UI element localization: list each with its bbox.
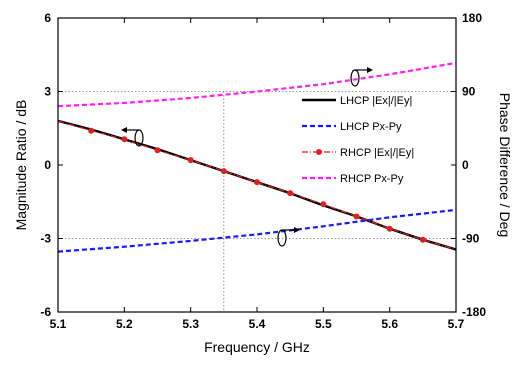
magnitude-axis-indicator	[121, 127, 144, 147]
arrow-head-icon	[294, 227, 300, 233]
legend-label: RHCP Px-Py	[340, 173, 404, 185]
x-tick-label: 5.4	[249, 317, 266, 331]
legend-marker	[316, 149, 322, 155]
y-left-tick-label: 6	[44, 11, 51, 25]
series-marker	[320, 201, 327, 208]
arrow-head-icon	[367, 67, 373, 73]
annotation-layer	[121, 67, 373, 247]
y-left-tick-label: 0	[44, 158, 51, 172]
series-marker	[353, 213, 360, 220]
plot-frame	[57, 17, 457, 313]
lhcp-axis-indicator	[277, 227, 300, 247]
rhcp-axis-indicator	[350, 67, 373, 87]
series-marker	[154, 147, 161, 154]
x-tick-label: 5.2	[116, 317, 133, 331]
y-left-tick-label: -3	[40, 232, 51, 246]
y-right-axis-title: Phase Difference / Deg	[497, 93, 513, 238]
series-marker	[254, 179, 260, 186]
y-right-tick-label: -90	[462, 232, 480, 246]
rotation-ellipse	[350, 69, 360, 87]
series-line-1	[57, 119, 457, 251]
y-right-tick-label: 180	[462, 11, 482, 25]
y-right-tick-label: 0	[462, 158, 469, 172]
series-marker	[419, 236, 426, 243]
series-layer	[57, 61, 457, 253]
legend: LHCP |Ex|/|Ey| LHCP Px-Py RHCP |Ex|/|Ey| RH…	[302, 95, 414, 185]
series-marker	[187, 157, 194, 164]
y-left-tick-label: 3	[44, 85, 51, 99]
x-tick-label: 5.7	[448, 317, 465, 331]
legend-label: LHCP Px-Py	[340, 121, 402, 133]
x-tick-label: 5.3	[182, 317, 199, 331]
legend-label: RHCP |Ex|/|Ey|	[340, 147, 414, 159]
series-marker	[220, 168, 227, 175]
y-left-tick-label: -6	[40, 305, 51, 319]
x-tick-label: 5.6	[381, 317, 398, 331]
y-right-tick-label: 90	[462, 85, 476, 99]
x-axis-title: Frequency / GHz	[204, 339, 310, 355]
series-marker	[121, 136, 128, 143]
series-marker	[88, 127, 95, 134]
series-line-2	[57, 208, 457, 253]
series-marker	[386, 225, 393, 232]
series-line-4	[57, 61, 457, 108]
arrow-head-icon	[121, 127, 127, 133]
series-marker	[287, 190, 294, 197]
y-right-tick-label: -180	[462, 305, 486, 319]
x-tick-label: 5.5	[315, 317, 332, 331]
y-left-axis-title: Magnitude Ratio / dB	[13, 100, 29, 231]
legend-label: LHCP |Ex|/|Ey|	[340, 95, 412, 107]
x-tick-label: 5.1	[50, 317, 67, 331]
labels-layer: 5.1 5.2 5.3 5.4 5.5 5.6 5.7 6 3 0 -3 -6 180 90 0 -90 -18…	[13, 11, 513, 355]
frame-layer	[57, 17, 457, 313]
